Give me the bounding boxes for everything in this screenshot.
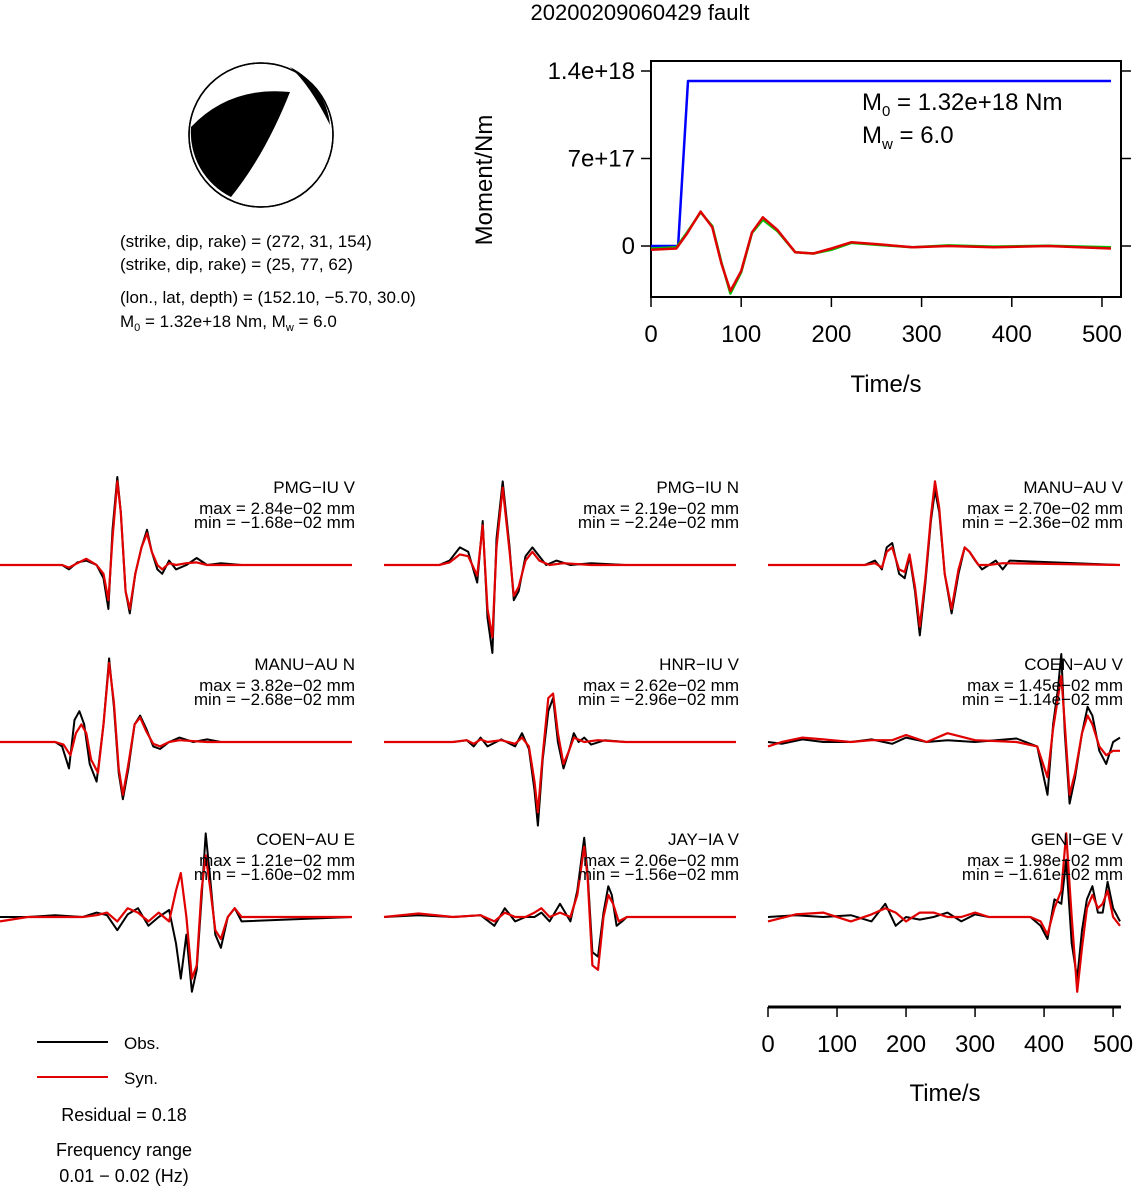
station-label: HNR−IU V <box>659 655 739 674</box>
mechanism-line-2: (strike, dip, rake) = (25, 77, 62) <box>120 255 353 274</box>
legend-obs-label: Obs. <box>124 1034 160 1053</box>
moment-y-tick-label: 0 <box>622 233 635 260</box>
legend: Obs. Syn. Residual = 0.18 Frequency rang… <box>37 1034 192 1186</box>
waveform-x-axis-label: Time/s <box>909 1080 980 1107</box>
synthetic-waveform <box>0 480 352 611</box>
min-amplitude-label: min = −1.60e−02 mm <box>194 865 355 884</box>
max-amplitude-label: max = 2.62e−02 mm <box>583 676 739 695</box>
synthetic-waveform <box>384 486 736 639</box>
focal-mechanism-beachball <box>188 62 334 208</box>
waveform-x-tick-label: 300 <box>955 1031 995 1058</box>
mechanism-line-4: M0 = 1.32e+18 Nm, Mw = 6.0 <box>120 312 337 334</box>
beachball-compressional-large <box>190 91 290 197</box>
max-amplitude-label: max = 1.98e−02 mm <box>967 851 1123 870</box>
mechanism-info: (strike, dip, rake) = (272, 31, 154) (st… <box>120 232 416 334</box>
station-label: MANU−AU V <box>1023 478 1123 497</box>
station-label: PMG−IU V <box>273 478 355 497</box>
waveform-time-axis: 0 100 200 300 400 500 Time/s <box>761 1005 1133 1107</box>
moment-rate-red-line <box>650 210 1112 293</box>
synthetic-waveform <box>0 661 352 796</box>
min-amplitude-label: min = −1.68e−02 mm <box>194 513 355 532</box>
min-amplitude-label: min = −2.68e−02 mm <box>194 690 355 709</box>
min-amplitude-label: min = −2.24e−02 mm <box>578 513 739 532</box>
min-amplitude-label: min = −2.36e−02 mm <box>962 513 1123 532</box>
observed-waveform <box>0 832 353 993</box>
synthetic-waveform <box>767 832 1121 993</box>
moment-x-axis-label: Time/s <box>850 371 921 398</box>
min-amplitude-label: min = −1.56e−02 mm <box>578 865 739 884</box>
moment-x-tick-label: 100 <box>721 321 761 348</box>
mechanism-line-3: (lon., lat, depth) = (152.10, −5.70, 30.… <box>120 288 416 307</box>
station-label: COEN−AU V <box>1024 655 1123 674</box>
moment-plot-frame <box>650 60 1122 298</box>
legend-syn-label: Syn. <box>124 1069 158 1088</box>
frequency-range-value: 0.01 − 0.02 (Hz) <box>59 1166 189 1186</box>
waveform-x-tick-label: 400 <box>1024 1031 1064 1058</box>
observed-waveform <box>0 476 352 615</box>
waveform-x-tick-label: 100 <box>817 1031 857 1058</box>
frequency-range-title: Frequency range <box>56 1140 192 1160</box>
synthetic-waveform <box>383 845 736 971</box>
max-amplitude-label: max = 2.84e−02 mm <box>199 499 355 518</box>
station-label: MANU−AU N <box>254 655 355 674</box>
synthetic-waveform <box>767 674 1120 796</box>
max-amplitude-label: max = 2.70e−02 mm <box>967 499 1123 518</box>
max-amplitude-label: max = 2.19e−02 mm <box>583 499 739 518</box>
moment-x-tick-label: 500 <box>1082 321 1122 348</box>
min-amplitude-label: min = −1.61e−02 mm <box>962 865 1123 884</box>
min-amplitude-label: min = −2.96e−02 mm <box>578 690 739 709</box>
max-amplitude-label: max = 1.21e−02 mm <box>199 851 355 870</box>
moment-rate-chart: 0 7e+17 1.4e+18 0 100 200 300 400 500 Moment/Nm… <box>471 58 1131 398</box>
synthetic-waveform <box>0 854 352 980</box>
station-label: PMG−IU N <box>656 478 739 497</box>
station-label: JAY−IA V <box>668 830 740 849</box>
mechanism-line-1: (strike, dip, rake) = (272, 31, 154) <box>120 232 372 251</box>
moment-mw-annotation: Mw = 6.0 <box>862 122 954 153</box>
synthetic-waveform <box>768 480 1121 628</box>
min-amplitude-label: min = −1.14e−02 mm <box>962 690 1123 709</box>
max-amplitude-label: max = 1.45e−02 mm <box>967 676 1123 695</box>
station-label: COEN−AU E <box>256 830 355 849</box>
observed-waveform <box>383 836 736 958</box>
waveform-x-tick-label: 200 <box>886 1031 926 1058</box>
station-label: GENI−GE V <box>1031 830 1124 849</box>
moment-x-tick-label: 300 <box>902 321 942 348</box>
moment-x-tick-label: 200 <box>811 321 851 348</box>
synthetic-waveform <box>384 692 736 814</box>
page-title: 20200209060429 fault <box>531 0 750 25</box>
moment-y-tick-label: 1.4e+18 <box>548 58 635 85</box>
max-amplitude-label: max = 3.82e−02 mm <box>199 676 355 695</box>
moment-y-tick-label: 7e+17 <box>568 146 635 173</box>
moment-m0-annotation: M0 = 1.32e+18 Nm <box>862 89 1062 120</box>
moment-x-tick-label: 400 <box>992 321 1032 348</box>
waveform-x-tick-label: 500 <box>1093 1031 1133 1058</box>
max-amplitude-label: max = 2.06e−02 mm <box>583 851 739 870</box>
observed-waveform <box>384 697 736 827</box>
moment-x-tick-label: 0 <box>644 321 657 348</box>
moment-function-line <box>651 79 1111 248</box>
moment-y-axis-label: Moment/Nm <box>471 115 498 246</box>
waveform-x-tick-label: 0 <box>761 1031 774 1058</box>
residual-text: Residual = 0.18 <box>61 1105 187 1125</box>
